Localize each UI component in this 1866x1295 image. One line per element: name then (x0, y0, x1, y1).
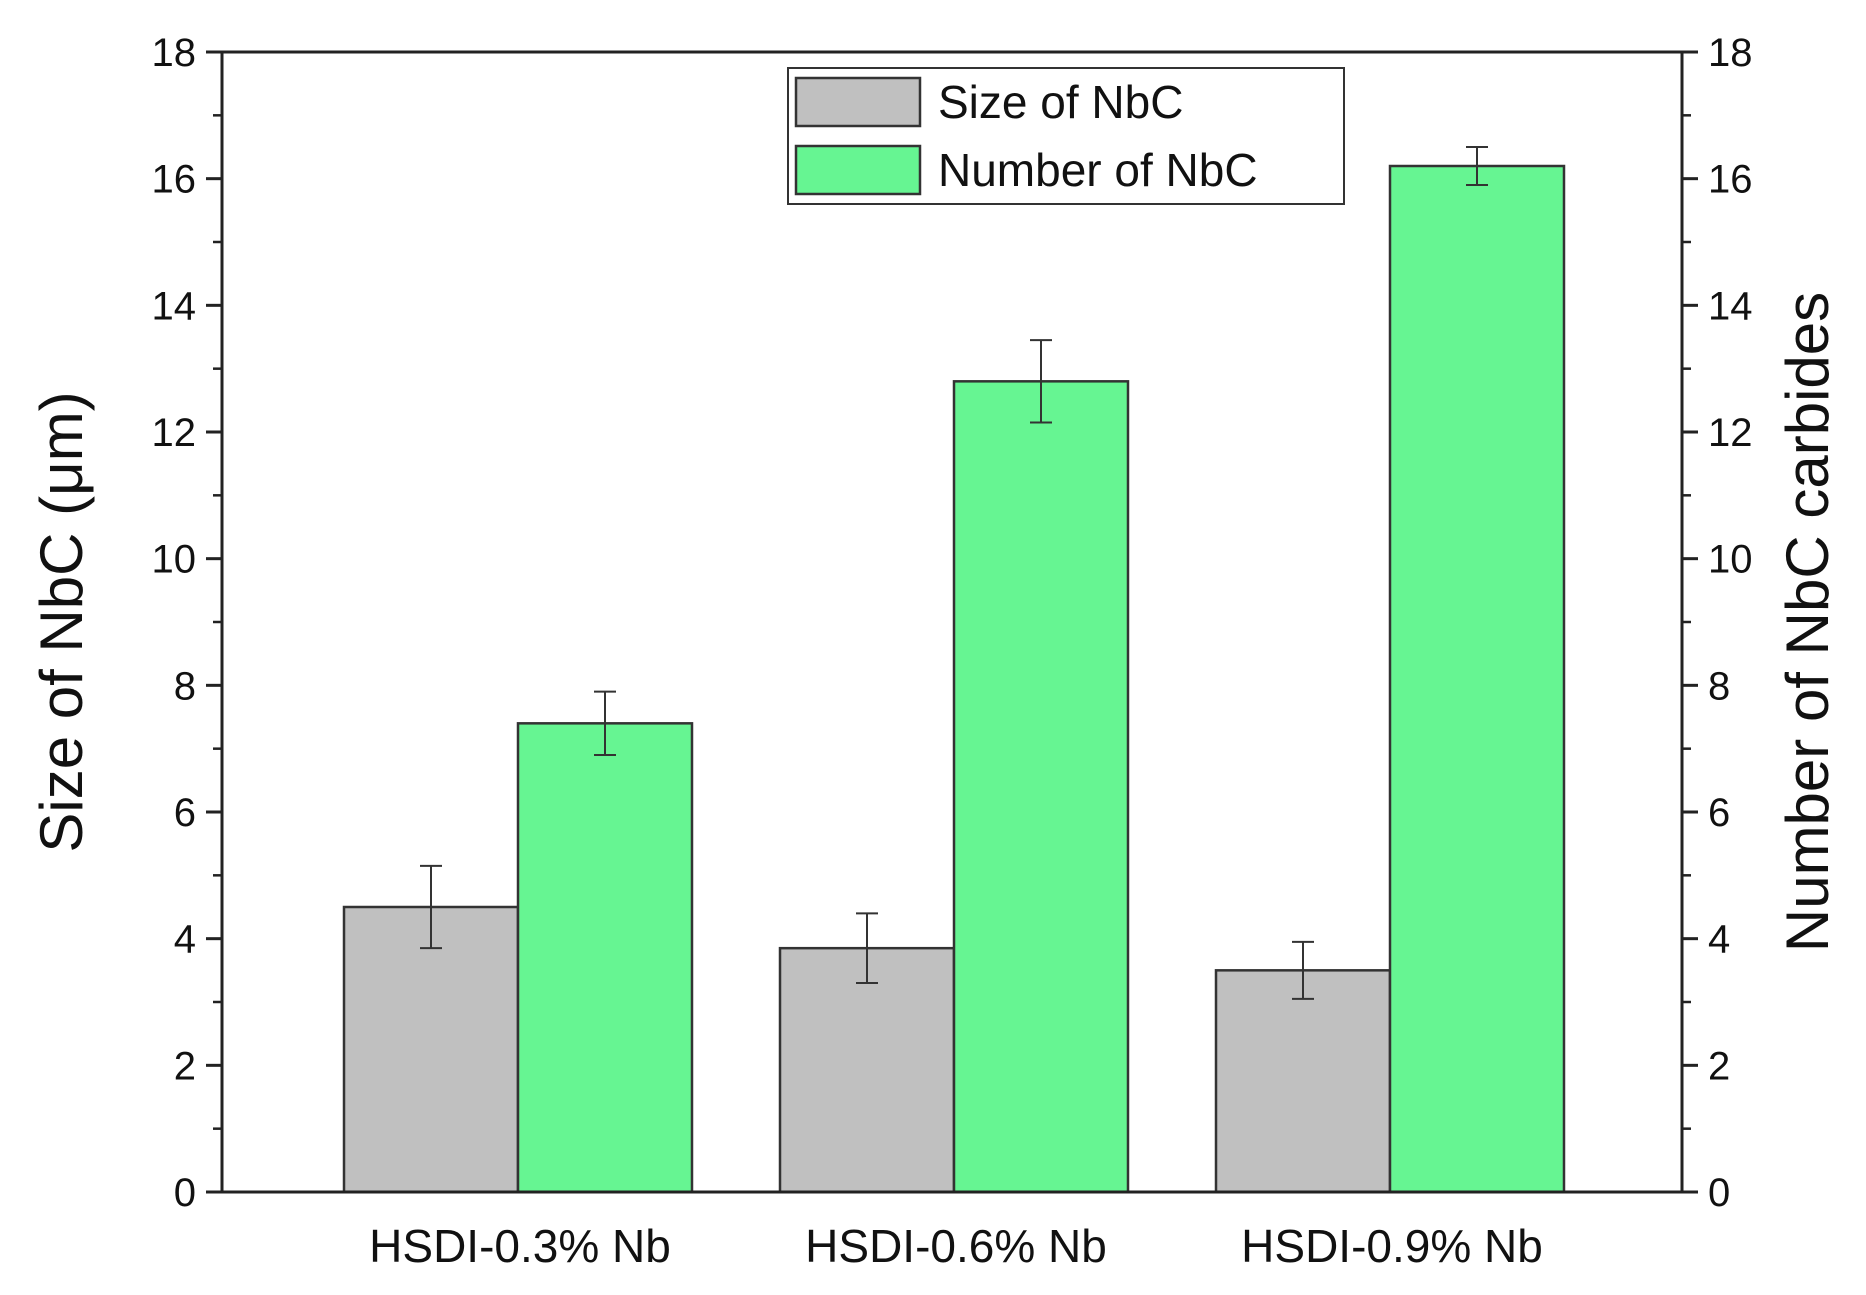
bar-size-2 (778, 946, 956, 1194)
legend-label-number: Number of NbC (938, 144, 1258, 196)
y-tick-label: 18 (152, 31, 197, 75)
y-tick-label: 8 (174, 664, 196, 708)
y-tick-label: 0 (174, 1171, 196, 1215)
y2-tick-label: 8 (1708, 664, 1730, 708)
bars-layer (342, 164, 1566, 1194)
y2-tick-label: 10 (1708, 538, 1753, 582)
bar-size-3 (1214, 969, 1392, 1194)
y-tick-label: 14 (152, 284, 197, 328)
y2-tick-label: 16 (1708, 158, 1753, 202)
error-bars-layer (420, 146, 1488, 1000)
category-label: HSDI-0.9% Nb (1241, 1220, 1543, 1272)
y2-tick-label: 14 (1708, 284, 1753, 328)
y-tick-label: 12 (152, 411, 197, 455)
y-tick-label: 4 (174, 918, 196, 962)
y2-tick-label: 2 (1708, 1044, 1730, 1088)
legend-label-size: Size of NbC (938, 76, 1183, 128)
category-label: HSDI-0.3% Nb (369, 1220, 671, 1272)
legend-swatch-size (794, 76, 922, 128)
y-tick-label: 6 (174, 791, 196, 835)
y2-tick-label: 0 (1708, 1171, 1730, 1215)
y2-tick-label: 4 (1708, 918, 1730, 962)
bar-number-1 (516, 722, 694, 1194)
y2-tick-label: 12 (1708, 411, 1753, 455)
legend-swatch-number (794, 144, 922, 196)
y-tick-label: 2 (174, 1044, 196, 1088)
y-tick-label: 10 (152, 538, 197, 582)
bar-size-1 (342, 905, 520, 1194)
category-label: HSDI-0.6% Nb (805, 1220, 1107, 1272)
bar-number-3 (1388, 164, 1566, 1194)
category-labels: HSDI-0.3% Nb HSDI-0.6% Nb HSDI-0.9% Nb (369, 1220, 1543, 1272)
y2-tick-label: 18 (1708, 31, 1753, 75)
bar-number-2 (952, 380, 1130, 1194)
y-tick-label: 16 (152, 158, 197, 202)
y-axis-title: Size of NbC (μm) (28, 391, 95, 852)
y2-tick-label: 6 (1708, 791, 1730, 835)
ticks-layer: 0 2 4 6 8 10 12 14 16 18 0 2 4 6 8 10 12 14 16 18 (152, 31, 1753, 1215)
legend: Size of NbC Number of NbC (787, 67, 1345, 205)
y2-axis-title: Number of NbC carbides (1774, 292, 1841, 952)
